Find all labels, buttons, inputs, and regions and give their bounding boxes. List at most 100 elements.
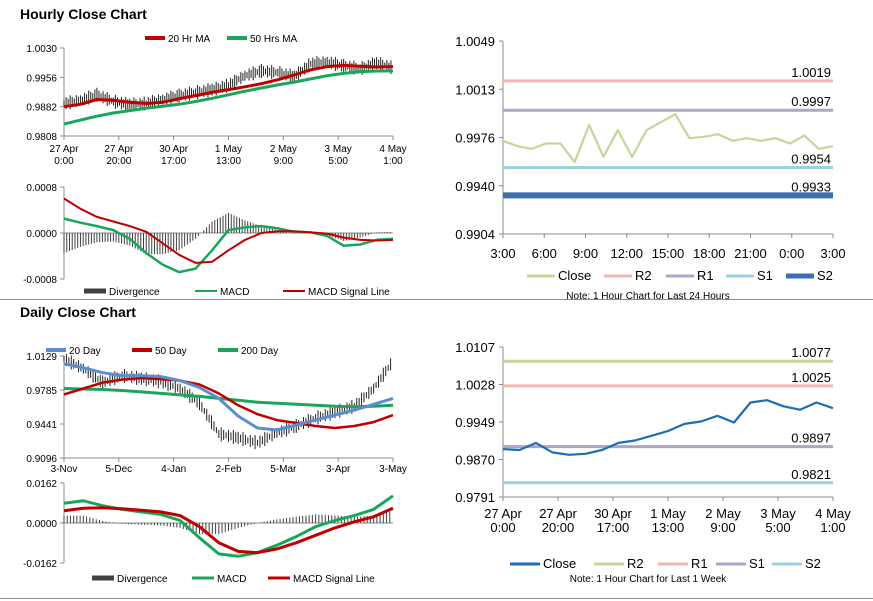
hourly_price-y-tick-label: 0.9956 <box>26 73 57 84</box>
daily_macd-legend-signal-label: MACD Signal Line <box>293 574 375 585</box>
daily_levels-legend-s1-label: S1 <box>749 556 765 571</box>
daily_price-legend-200day-label: 200 Day <box>241 346 278 357</box>
daily_price-series-20day <box>63 362 394 432</box>
hourly_price-x-tick-label: 27 Apr <box>50 144 80 155</box>
bottom-divider <box>0 598 873 599</box>
daily_levels-x-tick-label: 0:00 <box>490 520 515 535</box>
daily_price-y-tick-label: 0.9785 <box>26 386 57 397</box>
daily_price-x-tick-label: 5-Dec <box>105 464 132 475</box>
hourly_levels-legend-r1-label: R1 <box>697 268 714 283</box>
daily_levels-level-label-s1: 0.9897 <box>791 431 831 446</box>
hourly_levels-series-close <box>502 113 834 164</box>
hourly_price-x-tick-label: 27 Apr <box>104 144 134 155</box>
daily_levels-level-label-r2: 1.0077 <box>791 345 831 360</box>
daily_levels-x-tick-label: 13:00 <box>652 520 685 535</box>
hourly_levels-x-tick-label: 15:00 <box>652 246 685 261</box>
daily_levels-x-tick-label: 17:00 <box>597 520 630 535</box>
hourly_macd-series-signal <box>63 197 394 264</box>
daily_price-x-tick-label: 3-Nov <box>51 464 78 475</box>
hourly_levels-x-tick-label: 0:00 <box>779 246 804 261</box>
daily_levels-x-tick-label: 27 Apr <box>484 506 522 521</box>
daily_levels-y-tick-label: 1.0028 <box>455 378 495 393</box>
hourly_price-x-tick-label: 0:00 <box>54 156 74 167</box>
hourly_levels-legend-s1-label: S1 <box>757 268 773 283</box>
hourly_price-x-tick-label: 1:00 <box>383 156 403 167</box>
daily_levels-x-tick-label: 3 May <box>760 506 796 521</box>
hourly_price-x-tick-label: 30 Apr <box>159 144 189 155</box>
hourly_levels-level-label-r1: 0.9997 <box>791 94 831 109</box>
hourly_levels-x-tick-label: 12:00 <box>610 246 643 261</box>
hourly_levels-y-tick-label: 0.9904 <box>455 227 495 242</box>
daily_price-y-tick-label: 0.9441 <box>26 420 57 431</box>
hourly_levels-x-tick-label: 3:00 <box>490 246 515 261</box>
hourly_price-x-tick-label: 3 May <box>325 144 352 155</box>
daily_price-y-tick-label: 0.9096 <box>26 454 57 465</box>
hourly_price-x-tick-label: 1 May <box>215 144 242 155</box>
hourly_levels-x-tick-label: 9:00 <box>573 246 598 261</box>
hourly_macd-legend-macd-label: MACD <box>220 287 249 298</box>
daily-section-title: Daily Close Chart <box>20 304 136 320</box>
hourly_price-legend-20hr-label: 20 Hr MA <box>168 34 211 45</box>
hourly_macd-y-tick-label: 0.0008 <box>26 183 57 194</box>
daily_price-legend-20day-label: 20 Day <box>69 346 101 357</box>
hourly-section-title: Hourly Close Chart <box>20 6 147 22</box>
daily_price-x-tick-label: 4-Jan <box>161 464 186 475</box>
hourly_macd-series-macd <box>63 217 394 274</box>
hourly_price-series-50hr-ma <box>63 69 393 126</box>
hourly_levels-level-label-s1: 0.9954 <box>791 151 831 166</box>
hourly_price-x-tick-label: 9:00 <box>274 156 294 167</box>
daily_levels-y-tick-label: 1.0107 <box>455 340 495 355</box>
hourly_levels-y-tick-label: 0.9940 <box>455 179 495 194</box>
hourly_price-y-tick-label: 0.9808 <box>26 132 57 143</box>
hourly_macd-y-tick-label: 0.0000 <box>26 229 57 240</box>
hourly_macd-legend-signal-label: MACD Signal Line <box>308 287 390 298</box>
daily_levels-x-tick-label: 20:00 <box>542 520 575 535</box>
daily_levels-legend-close-label: Close <box>543 556 576 571</box>
daily_levels-legend-s2-label: S2 <box>805 556 821 571</box>
daily_levels-level-label-r1: 1.0025 <box>791 370 831 385</box>
daily_price-legend-50day-label: 50 Day <box>155 346 187 357</box>
daily_levels-x-tick-label: 5:00 <box>765 520 790 535</box>
hourly_levels-x-tick-label: 6:00 <box>532 246 557 261</box>
hourly_levels-note: Note: 1 Hour Chart for Last 24 Hours <box>566 291 729 302</box>
daily_macd-y-tick-label: 0.0000 <box>26 519 57 530</box>
daily_levels-x-tick-label: 4 May <box>815 506 851 521</box>
hourly_levels-x-tick-label: 21:00 <box>734 246 767 261</box>
hourly_price-x-tick-label: 13:00 <box>216 156 241 167</box>
hourly_levels-y-tick-label: 1.0013 <box>455 82 495 97</box>
daily_price-series-50day <box>63 376 394 430</box>
daily_price-x-tick-label: 3-Apr <box>326 464 351 475</box>
hourly_price-y-tick-label: 1.0030 <box>26 44 57 55</box>
hourly_levels-legend-s2-label: S2 <box>817 268 833 283</box>
daily_macd-series-signal <box>63 506 394 555</box>
hourly_levels-x-tick-label: 18:00 <box>693 246 726 261</box>
daily_levels-note: Note: 1 Hour Chart for Last 1 Week <box>570 574 728 585</box>
daily_levels-legend-r2-label: R2 <box>627 556 644 571</box>
hourly_price-x-tick-label: 5:00 <box>328 156 348 167</box>
daily_levels-y-tick-label: 0.9791 <box>455 490 495 505</box>
hourly_price-x-tick-label: 2 May <box>270 144 297 155</box>
daily_levels-y-tick-label: 0.9949 <box>455 415 495 430</box>
daily_levels-level-label-s2: 0.9821 <box>791 467 831 482</box>
daily_levels-x-tick-label: 27 Apr <box>539 506 577 521</box>
daily_macd-legend-macd-label: MACD <box>217 574 246 585</box>
section-divider <box>0 299 873 300</box>
hourly_price-y-tick-label: 0.9882 <box>26 103 57 114</box>
daily_levels-x-tick-label: 1:00 <box>820 520 845 535</box>
hourly_levels-legend-close-label: Close <box>558 268 591 283</box>
daily_levels-x-tick-label: 2 May <box>705 506 741 521</box>
hourly_levels-level-label-r2: 1.0019 <box>791 65 831 80</box>
daily_price-x-tick-label: 5-Mar <box>270 464 297 475</box>
daily_price-x-tick-label: 3-May <box>379 464 407 475</box>
daily_macd-y-tick-label: 0.0162 <box>26 479 57 490</box>
hourly_levels-x-tick-label: 3:00 <box>820 246 845 261</box>
hourly_price-x-tick-label: 20:00 <box>106 156 131 167</box>
daily_price-y-tick-label: 1.0129 <box>26 352 57 363</box>
daily_levels-x-tick-label: 9:00 <box>710 520 735 535</box>
daily_levels-legend-r1-label: R1 <box>691 556 708 571</box>
hourly_levels-y-tick-label: 0.9976 <box>455 131 495 146</box>
hourly_macd-y-tick-label: -0.0008 <box>23 275 57 286</box>
hourly_price-x-tick-label: 4 May <box>379 144 406 155</box>
daily_levels-y-tick-label: 0.9870 <box>455 453 495 468</box>
